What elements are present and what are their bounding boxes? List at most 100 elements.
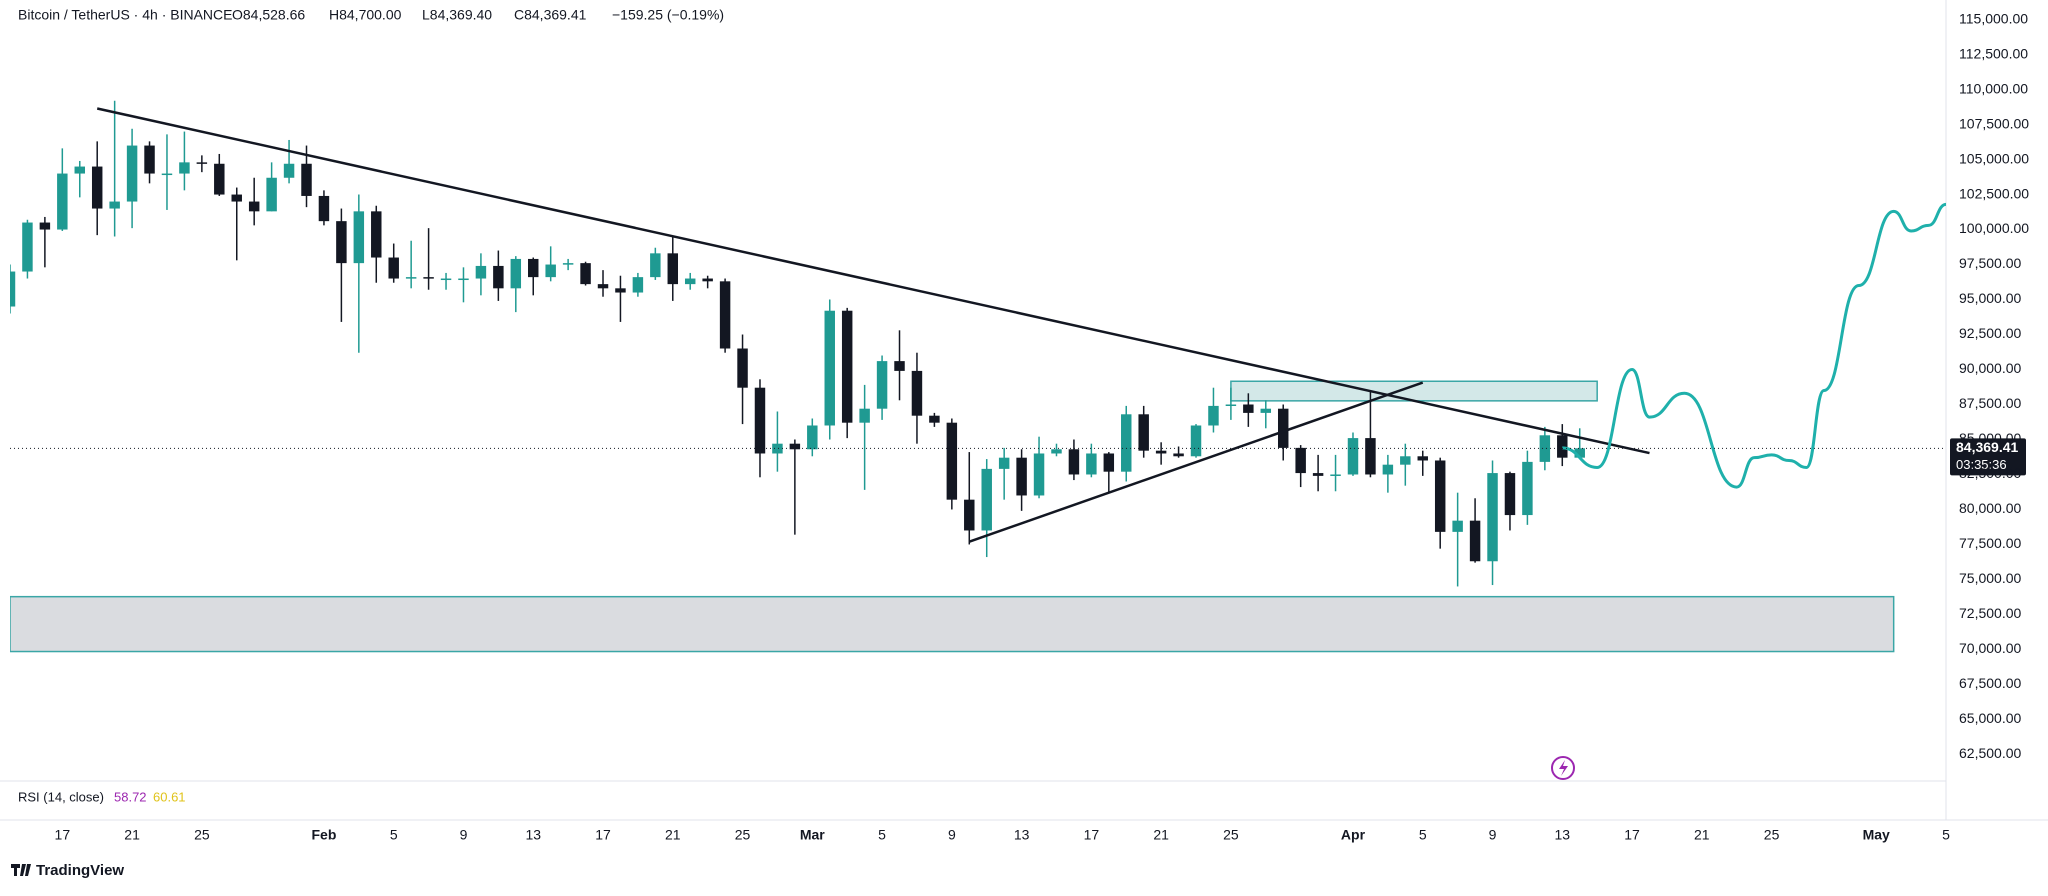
candle-body	[283, 163, 295, 178]
candle-body	[301, 163, 312, 196]
candle-body	[929, 415, 940, 423]
x-tick-label: 9	[1489, 827, 1497, 843]
y-tick-label: 95,000.00	[1959, 290, 2021, 306]
rsi-ma-value: 60.61	[153, 789, 186, 804]
candle-body	[702, 278, 713, 282]
y-tick-label: 65,000.00	[1959, 710, 2021, 726]
y-tick-label: 97,500.00	[1959, 255, 2021, 271]
candle-body	[440, 278, 452, 281]
y-tick-label: 70,000.00	[1959, 640, 2021, 656]
candle-body	[405, 277, 417, 279]
candle-body	[353, 211, 365, 264]
alert-icon[interactable]	[1551, 756, 1575, 780]
candle-body	[737, 348, 748, 388]
candle-body	[1382, 464, 1394, 475]
candle-body	[179, 162, 190, 174]
candle-body	[423, 277, 434, 279]
candle-body	[719, 281, 731, 349]
candle-body	[1522, 461, 1533, 516]
candle-body	[1434, 460, 1446, 532]
x-tick-label: 17	[595, 827, 611, 843]
x-tick-label: 5	[878, 827, 886, 843]
candle-body	[650, 253, 661, 278]
x-tick-label: 25	[194, 827, 210, 843]
candle-body	[1155, 450, 1167, 454]
trend-line	[968, 381, 1424, 543]
header-symbol: Bitcoin / TetherUS · 4h · BINANCE	[18, 7, 232, 23]
candle-body	[510, 258, 522, 289]
x-tick-label: 5	[390, 827, 398, 843]
tradingview-logo[interactable]: TradingView	[11, 862, 124, 879]
candle-body	[1121, 414, 1132, 472]
candle-body	[196, 162, 208, 164]
x-tick-label: 21	[124, 827, 140, 843]
candle-body	[91, 166, 103, 209]
candle-body	[458, 278, 469, 281]
candle-body	[1539, 435, 1551, 462]
candle-body	[1260, 408, 1272, 413]
candle-body	[39, 222, 51, 230]
candle-body	[1295, 447, 1306, 474]
candle-body	[1173, 453, 1184, 457]
candle-body	[789, 443, 801, 450]
candle-body	[1103, 453, 1115, 472]
candle-body	[1138, 414, 1149, 451]
candle-body	[894, 361, 905, 371]
y-tick-label: 90,000.00	[1959, 360, 2021, 376]
candle-body	[1347, 438, 1359, 475]
candle-body	[1400, 456, 1411, 465]
candle-body	[1243, 404, 1254, 413]
candle-body	[998, 457, 1010, 469]
candle-body	[981, 468, 992, 531]
candle-body	[859, 408, 870, 423]
candle-body	[1016, 457, 1027, 496]
candle-body	[371, 211, 382, 258]
brand-name: TradingView	[36, 862, 124, 879]
x-tick-label: Apr	[1341, 827, 1366, 843]
candle-body	[1574, 448, 1585, 458]
y-tick-label: 112,500.00	[1959, 45, 2028, 61]
candle-body	[1312, 473, 1324, 476]
overlay: 84,369.41 03:35:36	[10, 438, 2026, 476]
candle-body	[74, 166, 85, 174]
candle-body	[1365, 438, 1376, 475]
candle-body	[266, 177, 277, 212]
x-tick-label: 21	[1694, 827, 1710, 843]
candle-body	[1208, 405, 1219, 426]
candle-body	[22, 222, 33, 272]
x-tick-label: 17	[1084, 827, 1100, 843]
x-tick-label: 9	[948, 827, 956, 843]
candle-body	[248, 201, 260, 212]
candle-body	[493, 265, 504, 289]
candle-body	[632, 277, 644, 293]
y-tick-label: 107,500.00	[1959, 115, 2029, 131]
y-tick-label: 80,000.00	[1959, 500, 2021, 516]
candle-body	[214, 163, 225, 195]
header-close: C84,369.41	[514, 7, 587, 23]
y-tick-label: 62,500.00	[1959, 745, 2021, 761]
candle-body	[1225, 404, 1237, 406]
y-tick-label: 82,500.00	[1959, 465, 2021, 481]
countdown-label: 03:35:36	[1956, 457, 2007, 472]
price-zone	[1230, 380, 1598, 402]
x-tick-label: 13	[1554, 827, 1570, 843]
x-tick-label: 13	[1014, 827, 1030, 843]
y-tick-label: 67,500.00	[1959, 675, 2021, 691]
candle-body	[1330, 474, 1341, 476]
header-change: −159.25 (−0.19%)	[612, 7, 724, 23]
y-tick-label: 115,000.00	[1959, 10, 2028, 26]
candle-body	[1469, 520, 1481, 562]
x-tick-label: 5	[1942, 827, 1950, 843]
candle-body	[807, 425, 818, 450]
candle-body	[528, 258, 539, 278]
candle-body	[824, 310, 835, 426]
y-tick-label: 105,000.00	[1959, 150, 2029, 166]
candle-body	[597, 284, 609, 289]
candle-body	[841, 310, 853, 423]
candle-body	[580, 263, 591, 285]
x-tick-label: May	[1863, 827, 1890, 843]
candle-body	[57, 173, 68, 230]
x-tick-label: 17	[55, 827, 71, 843]
